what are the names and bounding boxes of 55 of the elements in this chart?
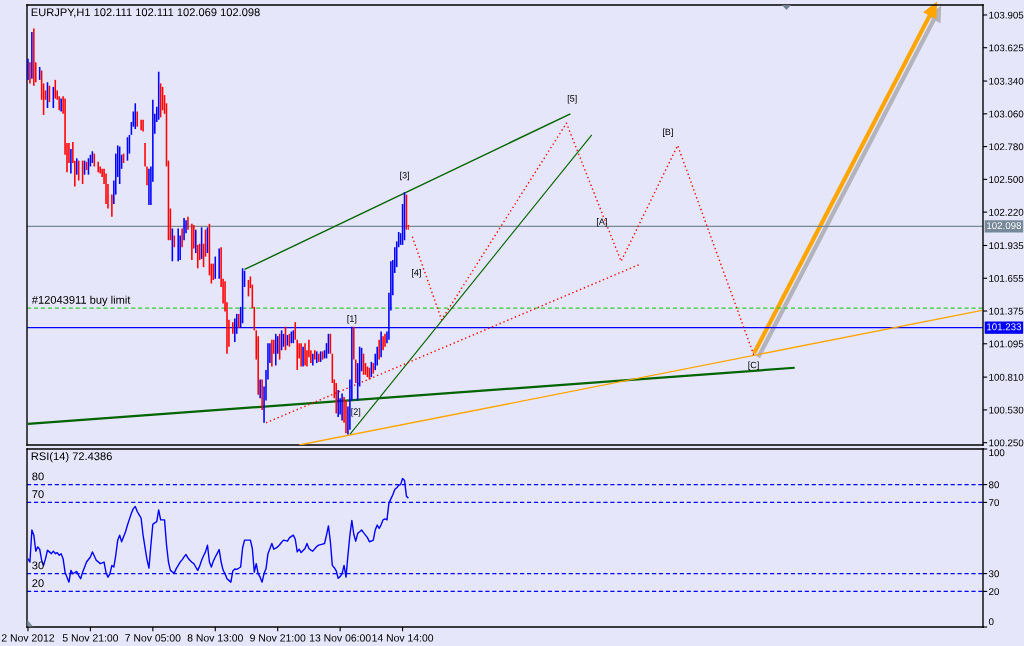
annotation: [1]: [347, 315, 357, 324]
y-tick-label: 101.095: [989, 340, 1024, 348]
y-tick-label: 101.935: [989, 242, 1024, 250]
y-tick-label: 102.220: [989, 208, 1024, 216]
ref-line-label: #12043911 buy limit: [31, 295, 131, 306]
annotation: [5]: [567, 95, 577, 104]
ref-line-label: 101.233: [987, 323, 1022, 331]
y-tick-label: 103.340: [989, 77, 1024, 85]
candlestick: [144, 143, 146, 167]
y-tick-label: 100.530: [989, 406, 1024, 414]
x-tick-label: 2 Nov 2012: [1, 634, 55, 642]
ref-line-label: 102.098: [987, 222, 1022, 230]
ref-line-label: 70: [32, 490, 44, 499]
x-tick-label: 7 Nov 05:00: [125, 634, 181, 642]
ref-line-label: 80: [32, 472, 44, 481]
annotation: [C]: [748, 361, 759, 370]
annotation: [2]: [351, 408, 361, 417]
y-tick-label: 101.655: [989, 274, 1024, 282]
ref-line-label: 30: [32, 561, 44, 570]
y-tick-label: 20: [989, 588, 999, 596]
y-tick-label: 103.625: [989, 44, 1024, 52]
candlestick: [136, 111, 139, 127]
y-tick-label: 102.500: [989, 176, 1024, 183]
annotation: [4]: [412, 269, 421, 278]
ref-line-label: 20: [32, 579, 44, 588]
y-tick-label: 103.060: [989, 110, 1024, 118]
x-tick-label: 14 Nov 14:00: [372, 634, 434, 642]
y-tick-label: 100: [989, 449, 1005, 457]
x-tick-label: 9 Nov 21:00: [250, 634, 306, 642]
y-tick-label: 100.810: [989, 373, 1024, 381]
y-tick-label: 0: [988, 618, 994, 626]
candlestick: [218, 248, 220, 279]
annotation: [B]: [663, 128, 673, 137]
annotation: [A]: [596, 218, 607, 227]
y-tick-label: 102.780: [989, 143, 1024, 151]
candlestick: [97, 161, 99, 173]
candlestick: [296, 339, 298, 371]
candlestick: [335, 382, 338, 414]
chart-title: RSI(14) 72.4386: [31, 452, 112, 463]
y-tick-label: 103.905: [989, 11, 1024, 19]
candlestick: [353, 326, 355, 360]
candlestick: [294, 322, 297, 340]
annotation: [3]: [400, 171, 409, 181]
y-tick-label: 70: [989, 499, 999, 507]
y-tick-label: 80: [988, 481, 999, 489]
y-tick-label: 101.375: [989, 307, 1024, 315]
candlestick: [177, 228, 179, 262]
chart-title: EURJPY,H1 102.111 102.111 102.069 102.098: [31, 8, 260, 18]
y-tick-label: 30: [988, 570, 999, 578]
y-tick-label: 100.250: [989, 439, 1024, 447]
x-tick-label: 5 Nov 21:00: [62, 634, 119, 642]
x-tick-label: 8 Nov 13:00: [187, 634, 243, 642]
candlestick: [354, 359, 357, 383]
x-tick-label: 13 Nov 06:00: [309, 634, 371, 642]
line-series: [411, 122, 755, 356]
